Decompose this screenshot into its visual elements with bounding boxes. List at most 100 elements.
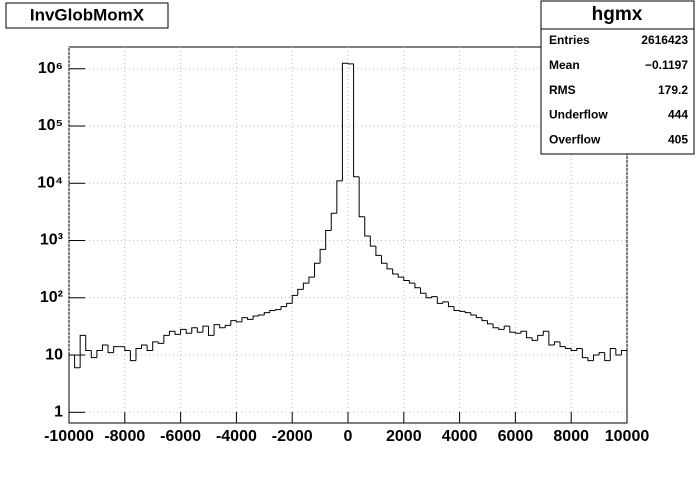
- histogram-bin: [252, 315, 259, 320]
- histogram-bin: [380, 255, 388, 264]
- x-tick-label: 0: [344, 428, 353, 445]
- histogram-bin: [113, 346, 120, 353]
- histogram-bin: [503, 325, 510, 330]
- histogram-bin: [347, 63, 354, 65]
- y-tick-label: 10: [45, 346, 63, 363]
- histogram-bin: [353, 63, 360, 178]
- histogram-bin: [392, 268, 399, 275]
- histogram-bin: [492, 323, 499, 329]
- histogram-bin: [241, 317, 248, 322]
- histogram-bin: [481, 317, 488, 322]
- histogram-bin: [453, 306, 460, 311]
- histogram-bin: [247, 317, 254, 320]
- histogram-bin: [308, 276, 315, 284]
- histogram-bin: [185, 329, 192, 334]
- x-tick-label: 10000: [605, 428, 650, 445]
- histogram-bin: [325, 229, 332, 250]
- histogram-bin: [498, 327, 505, 330]
- histogram-bin: [336, 180, 343, 214]
- histogram-bin: [386, 263, 393, 270]
- stats-value: 405: [668, 132, 688, 146]
- histogram-bin: [152, 341, 159, 351]
- chart-title: InvGlobMomX: [30, 5, 145, 24]
- histogram-bin: [219, 324, 226, 329]
- x-tick-label: -2000: [272, 428, 313, 445]
- histogram-bin: [620, 350, 628, 423]
- histogram-bin: [174, 331, 181, 335]
- histogram-bin: [141, 344, 148, 349]
- histogram-bin: [369, 235, 376, 247]
- histogram-bin: [235, 320, 242, 323]
- stats-title: hgmx: [592, 4, 643, 25]
- histogram-bin: [581, 348, 588, 359]
- histogram-bin: [330, 212, 337, 231]
- histogram-bin: [129, 350, 136, 362]
- histogram-bin: [447, 301, 455, 308]
- histogram-bin: [68, 354, 75, 423]
- x-tick-label: -10000: [44, 428, 94, 445]
- x-tick-label: 6000: [498, 428, 534, 445]
- histogram-bin: [587, 357, 594, 362]
- histogram-bin: [202, 325, 209, 333]
- histogram-bin: [542, 330, 549, 336]
- histogram-bin: [397, 274, 404, 278]
- histogram-bin: [286, 302, 293, 307]
- histogram-bin: [213, 324, 220, 336]
- histogram-bin: [191, 327, 198, 334]
- histogram-bin: [168, 330, 176, 336]
- histogram-bin: [341, 62, 348, 181]
- title-box: [5, 2, 169, 29]
- histogram-bin: [615, 348, 622, 356]
- histogram-bin: [375, 246, 382, 256]
- x-tick-label: -6000: [160, 428, 201, 445]
- x-tick-label: 2000: [386, 428, 422, 445]
- histogram-bin: [208, 326, 215, 336]
- histogram-bin: [464, 311, 471, 314]
- histogram-bin: [274, 309, 282, 311]
- histogram-bin: [107, 344, 114, 354]
- histogram-bin: [509, 326, 516, 333]
- histogram-bin: [314, 262, 321, 278]
- histogram-bin: [79, 334, 86, 368]
- y-tick-label: 10⁴: [37, 174, 63, 191]
- histogram-bin: [196, 327, 203, 333]
- histogram-bin: [570, 348, 577, 352]
- histogram-bin: [420, 287, 427, 294]
- histogram-bin: [403, 277, 410, 282]
- histogram-bin: [548, 331, 555, 346]
- histogram-bin: [85, 335, 92, 352]
- histogram-bin: [157, 341, 164, 344]
- y-tick-label: 1: [54, 404, 63, 421]
- histogram-bin: [180, 328, 187, 335]
- histogram-bin: [414, 283, 421, 289]
- histogram-bin: [559, 341, 566, 348]
- histogram-bin: [230, 320, 237, 326]
- y-tick-label: 10⁵: [38, 117, 63, 134]
- x-tick-label: -8000: [104, 428, 145, 445]
- histogram-bin: [520, 330, 527, 334]
- histogram-bin: [537, 334, 544, 341]
- y-tick-label: 10³: [40, 232, 63, 249]
- histogram-bin: [609, 348, 616, 361]
- histogram-bin: [526, 331, 533, 339]
- stats-value: 179.2: [658, 83, 688, 97]
- histogram-bin: [146, 344, 153, 352]
- stats-value: −0.1197: [645, 58, 688, 72]
- histogram-bin: [604, 352, 611, 362]
- histogram-bin: [96, 350, 103, 358]
- histogram-bin: [135, 348, 142, 361]
- histogram-bin: [101, 344, 109, 351]
- histogram-bin: [425, 293, 432, 299]
- x-tick-label: 4000: [442, 428, 478, 445]
- stats-label: Overflow: [549, 132, 601, 146]
- histogram-bin: [436, 296, 443, 304]
- x-tick-label: 8000: [553, 428, 589, 445]
- histogram-bin: [319, 248, 326, 264]
- stats-value: 444: [668, 108, 688, 122]
- histogram-bin: [470, 312, 477, 316]
- histogram-bin: [475, 315, 482, 319]
- histogram-bin: [297, 288, 304, 296]
- histogram-bin: [487, 320, 494, 325]
- histogram-bin: [514, 332, 521, 334]
